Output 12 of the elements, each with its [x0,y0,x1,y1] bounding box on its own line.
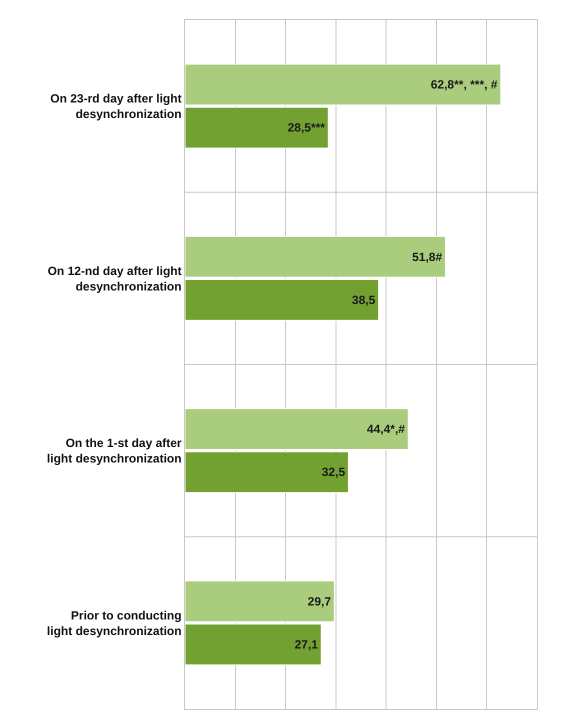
y-tick-label: Prior to conducting light desynchronization [46,608,182,638]
data-label: 32,5 [322,465,346,480]
data-label: 51,8# [412,250,442,264]
y-tick-label: On 12-nd day after light desynchronization [48,264,182,294]
data-label: 29,7 [308,594,332,608]
data-label: 38,5 [352,292,376,307]
data-label: 28,5*** [288,120,326,135]
data-label: 62,8**, ***, # [430,78,498,92]
data-label: 27,1 [294,637,318,652]
y-tick-label: On 23-rd day after light desynchronization [50,92,182,122]
data-label: 44,4*,# [366,422,406,436]
y-tick-label: On the 1-st day after light desynchronization [46,436,182,466]
